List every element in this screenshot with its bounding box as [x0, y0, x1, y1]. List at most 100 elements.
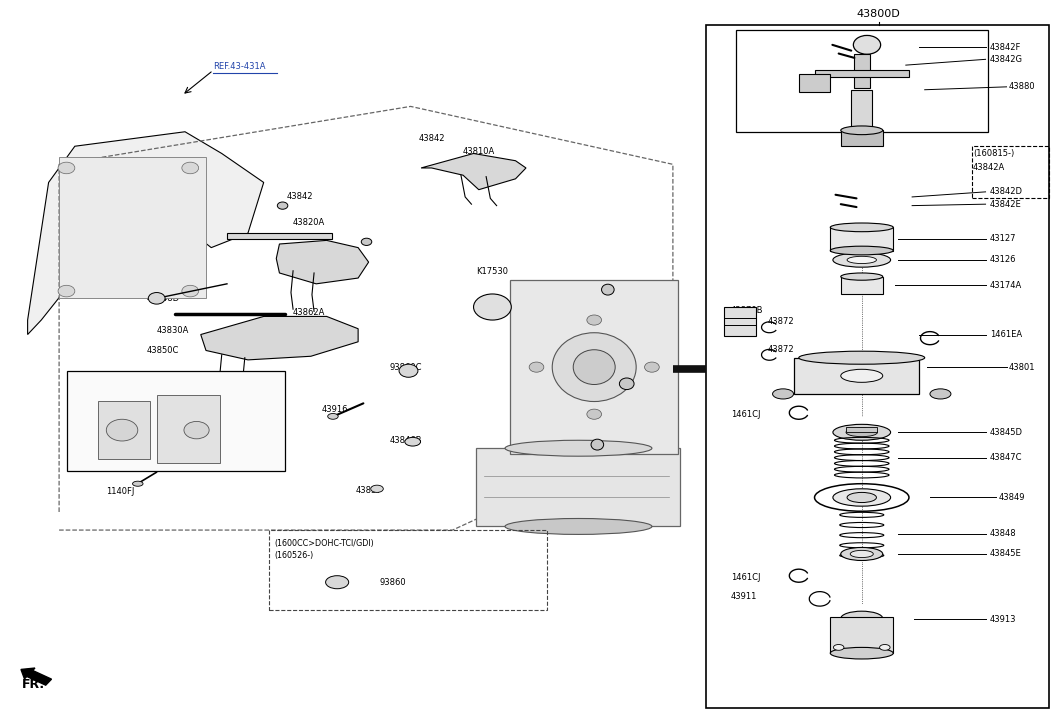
Ellipse shape — [841, 547, 883, 561]
Bar — [157, 395, 220, 463]
Ellipse shape — [798, 351, 925, 364]
Ellipse shape — [602, 284, 614, 295]
Text: 43842: 43842 — [235, 348, 261, 357]
Circle shape — [529, 362, 544, 372]
Text: FR.: FR. — [22, 678, 45, 691]
Ellipse shape — [327, 414, 338, 419]
Text: 43842A: 43842A — [973, 164, 1006, 172]
Circle shape — [106, 419, 138, 441]
Ellipse shape — [833, 489, 891, 506]
Bar — [830, 228, 893, 251]
Ellipse shape — [841, 369, 883, 382]
Text: (160526-): (160526-) — [275, 551, 313, 560]
Ellipse shape — [361, 238, 371, 246]
Ellipse shape — [399, 364, 418, 377]
Text: 43842: 43842 — [419, 134, 445, 143]
Text: 43848: 43848 — [990, 529, 1016, 538]
Text: 1433CA: 1433CA — [73, 378, 105, 387]
Bar — [735, 31, 988, 132]
FancyArrow shape — [21, 668, 52, 685]
Text: 43820A: 43820A — [294, 218, 325, 227]
Bar — [814, 71, 909, 78]
Ellipse shape — [833, 253, 891, 268]
Ellipse shape — [847, 492, 876, 502]
Ellipse shape — [830, 246, 893, 255]
Polygon shape — [421, 153, 526, 190]
Ellipse shape — [841, 273, 883, 280]
Ellipse shape — [830, 648, 893, 659]
Text: 43842: 43842 — [287, 193, 313, 201]
Text: 43850C: 43850C — [146, 346, 179, 355]
Text: 43911: 43911 — [730, 593, 757, 601]
Ellipse shape — [841, 126, 883, 134]
Text: 43800D: 43800D — [856, 9, 901, 20]
Bar — [830, 617, 893, 653]
Ellipse shape — [505, 518, 652, 534]
Bar — [854, 54, 870, 88]
Bar — [793, 358, 919, 394]
Text: 43830A: 43830A — [157, 326, 189, 335]
Text: K17530: K17530 — [476, 267, 508, 276]
Text: (1600CC>DOHC-TCI/GDI): (1600CC>DOHC-TCI/GDI) — [275, 539, 373, 547]
Polygon shape — [277, 241, 368, 284]
Text: 93860C: 93860C — [389, 363, 422, 371]
Ellipse shape — [405, 438, 421, 446]
Text: 43845D: 43845D — [990, 427, 1023, 437]
Ellipse shape — [772, 389, 793, 399]
Bar — [476, 449, 681, 526]
Circle shape — [587, 409, 602, 419]
Ellipse shape — [552, 333, 636, 401]
Circle shape — [58, 162, 75, 174]
Ellipse shape — [930, 389, 951, 399]
Ellipse shape — [591, 439, 604, 450]
Circle shape — [182, 285, 199, 297]
Ellipse shape — [833, 425, 891, 441]
Ellipse shape — [278, 202, 288, 209]
Text: 43127: 43127 — [990, 234, 1016, 244]
Text: 43848D: 43848D — [146, 294, 179, 303]
Circle shape — [184, 422, 209, 439]
Text: (160815-): (160815-) — [973, 149, 1014, 158]
Bar — [798, 74, 830, 92]
Text: 1461CJ: 1461CJ — [730, 410, 761, 419]
Text: 43842G: 43842G — [990, 55, 1023, 64]
Text: 43810A: 43810A — [463, 147, 495, 156]
Circle shape — [645, 362, 660, 372]
Text: REF.43-431A: REF.43-431A — [537, 516, 589, 525]
Ellipse shape — [879, 645, 890, 650]
Ellipse shape — [841, 611, 883, 626]
Text: 43835: 43835 — [616, 377, 643, 386]
Circle shape — [473, 294, 511, 320]
Text: 43845E: 43845E — [990, 550, 1021, 558]
Text: 43913: 43913 — [990, 614, 1016, 624]
Text: 43927B: 43927B — [595, 286, 628, 296]
Text: 43880: 43880 — [1009, 82, 1035, 92]
Ellipse shape — [850, 550, 873, 558]
Ellipse shape — [846, 428, 877, 437]
Text: 1461CJ: 1461CJ — [730, 573, 761, 582]
Text: 43174A: 43174A — [990, 281, 1021, 290]
Polygon shape — [27, 132, 264, 334]
Text: 43174A: 43174A — [143, 438, 176, 448]
Bar — [846, 427, 877, 433]
Circle shape — [148, 292, 165, 304]
Ellipse shape — [573, 350, 615, 385]
Bar — [98, 401, 150, 459]
Ellipse shape — [133, 481, 143, 486]
Text: 43837: 43837 — [356, 486, 383, 495]
Text: 43916: 43916 — [322, 405, 348, 414]
Text: 43842F: 43842F — [990, 42, 1021, 52]
Circle shape — [587, 315, 602, 325]
Text: 43872: 43872 — [767, 317, 794, 326]
Bar — [851, 89, 872, 133]
Text: 43842E: 43842E — [990, 200, 1021, 209]
Bar — [841, 276, 883, 294]
Text: 1461EA: 1461EA — [73, 398, 105, 406]
Text: 43126: 43126 — [990, 255, 1016, 265]
Text: REF.43-431A: REF.43-431A — [214, 62, 266, 71]
Circle shape — [853, 36, 881, 55]
Bar — [841, 130, 883, 146]
Text: 43842D: 43842D — [990, 188, 1023, 196]
Text: 1140FJ: 1140FJ — [106, 487, 135, 497]
Text: 43862A: 43862A — [294, 308, 325, 317]
